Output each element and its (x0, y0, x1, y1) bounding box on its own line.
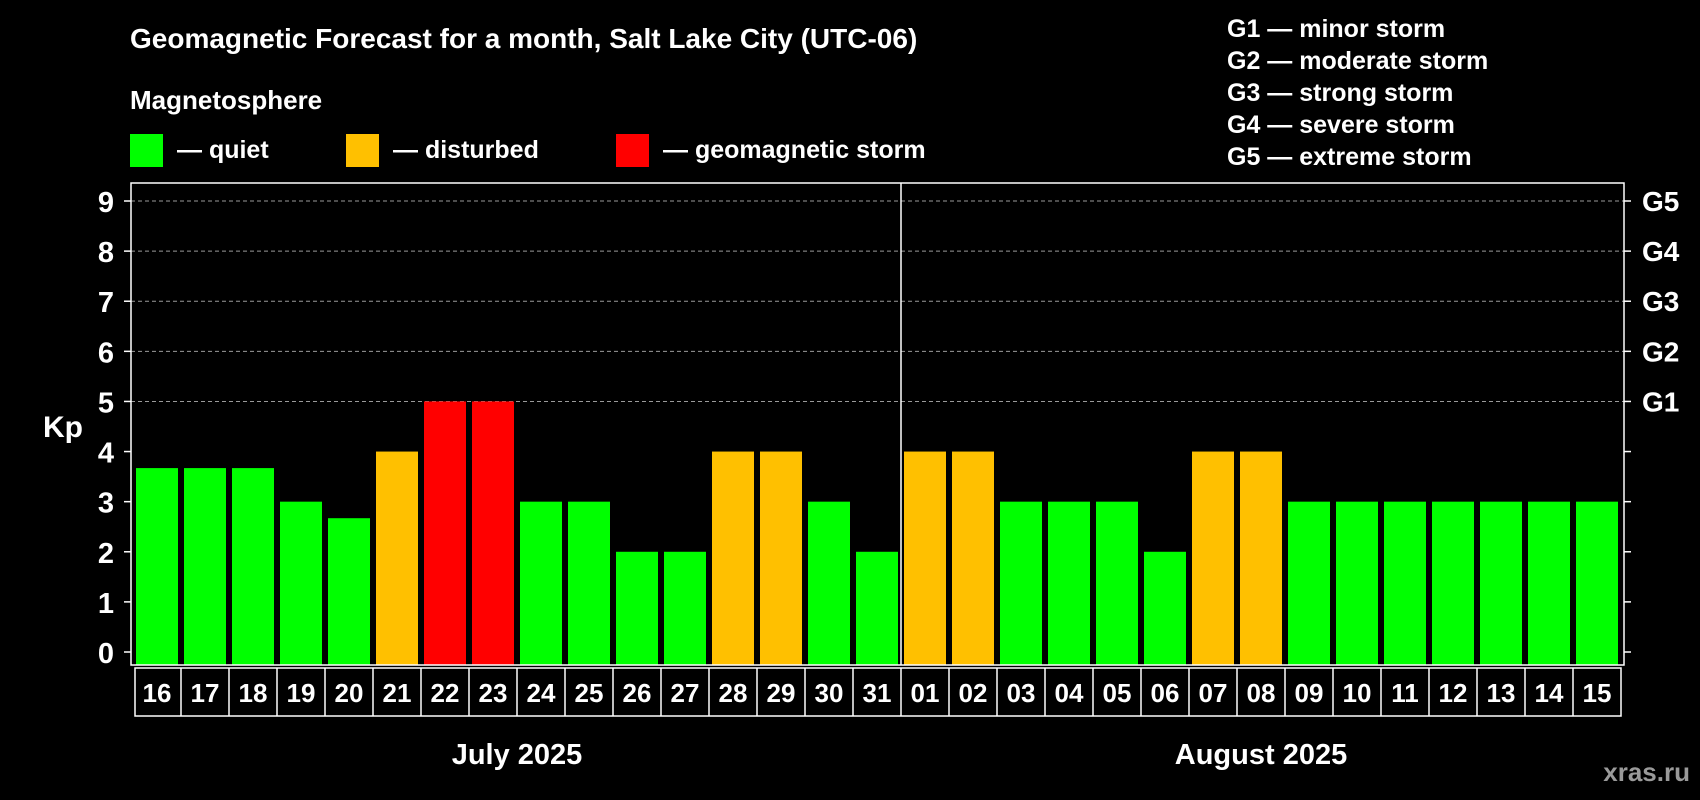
day-label-5: 21 (383, 678, 412, 708)
plot-frame (130, 182, 1625, 666)
y-tick-label-3: 3 (98, 488, 114, 520)
bar-27 (1432, 501, 1474, 665)
bar-28 (1480, 501, 1522, 665)
right-axis-label-G4: G4 (1642, 236, 1680, 267)
bar-17 (952, 451, 994, 665)
day-label-15: 31 (863, 678, 892, 708)
right-axis-label-G1: G1 (1642, 386, 1679, 417)
day-label-21: 06 (1151, 678, 1180, 708)
y-tick-label-4: 4 (98, 438, 114, 470)
day-label-13: 29 (767, 678, 796, 708)
y-tick-label-1: 1 (98, 588, 114, 620)
day-label-24: 09 (1295, 678, 1324, 708)
bar-3 (280, 501, 322, 665)
bar-8 (520, 501, 562, 665)
bar-18 (1000, 501, 1042, 665)
day-label-30: 15 (1583, 678, 1612, 708)
day-label-16: 01 (911, 678, 940, 708)
day-label-22: 07 (1199, 678, 1228, 708)
storm-scale-3: G3 — strong storm (1227, 79, 1453, 107)
day-label-18: 03 (1007, 678, 1036, 708)
day-label-4: 20 (335, 678, 364, 708)
day-label-11: 27 (671, 678, 700, 708)
bar-0 (136, 468, 178, 665)
y-tick-label-8: 8 (98, 237, 114, 269)
bar-21 (1144, 551, 1186, 665)
y-axis-label: Kp (43, 411, 83, 444)
chart-subtitle: Magnetosphere (130, 85, 322, 115)
day-label-3: 19 (287, 678, 316, 708)
bar-20 (1096, 501, 1138, 665)
day-label-8: 24 (527, 678, 556, 708)
y-tick-label-9: 9 (98, 187, 114, 219)
day-label-20: 05 (1103, 678, 1132, 708)
legend-swatch-2 (616, 134, 649, 167)
bar-24 (1288, 501, 1330, 665)
legend-swatch-1 (346, 134, 379, 167)
bar-26 (1384, 501, 1426, 665)
day-label-12: 28 (719, 678, 748, 708)
bar-4 (328, 518, 370, 665)
bar-19 (1048, 501, 1090, 665)
watermark: xras.ru (1603, 757, 1690, 787)
bar-1 (184, 468, 226, 665)
day-label-25: 10 (1343, 678, 1372, 708)
y-tick-label-2: 2 (98, 538, 114, 570)
day-label-1: 17 (191, 678, 220, 708)
right-axis-label-G5: G5 (1642, 186, 1679, 217)
bar-30 (1576, 501, 1618, 665)
bar-22 (1192, 451, 1234, 665)
bar-15 (856, 551, 898, 665)
legend-swatch-0 (130, 134, 163, 167)
storm-scale-1: G1 — minor storm (1227, 15, 1445, 43)
day-label-28: 13 (1487, 678, 1516, 708)
legend-label-2: — geomagnetic storm (663, 136, 926, 164)
bar-9 (568, 501, 610, 665)
bar-25 (1336, 501, 1378, 665)
day-label-14: 30 (815, 678, 844, 708)
bar-16 (904, 451, 946, 665)
month-label-0: July 2025 (452, 739, 583, 771)
right-axis-label-G2: G2 (1642, 336, 1679, 367)
storm-scale-4: G4 — severe storm (1227, 111, 1455, 139)
day-label-29: 14 (1535, 678, 1564, 708)
day-label-27: 12 (1439, 678, 1468, 708)
bar-2 (232, 468, 274, 665)
bar-14 (808, 501, 850, 665)
bar-23 (1240, 451, 1282, 665)
day-label-19: 04 (1055, 678, 1084, 708)
chart-title: Geomagnetic Forecast for a month, Salt L… (130, 23, 917, 54)
storm-scale-2: G2 — moderate storm (1227, 47, 1488, 75)
day-label-7: 23 (479, 678, 508, 708)
y-tick-label-6: 6 (98, 337, 114, 369)
day-label-10: 26 (623, 678, 652, 708)
bar-12 (712, 451, 754, 665)
bar-10 (616, 551, 658, 665)
bar-6 (424, 401, 466, 665)
day-label-23: 08 (1247, 678, 1276, 708)
bar-5 (376, 451, 418, 665)
bar-13 (760, 451, 802, 665)
day-label-9: 25 (575, 678, 604, 708)
legend-label-0: — quiet (177, 136, 269, 164)
right-axis-label-G3: G3 (1642, 286, 1679, 317)
day-label-26: 11 (1391, 678, 1419, 708)
day-label-2: 18 (239, 678, 268, 708)
bar-29 (1528, 501, 1570, 665)
storm-scale-5: G5 — extreme storm (1227, 143, 1472, 171)
y-tick-label-0: 0 (98, 638, 114, 670)
y-tick-label-5: 5 (98, 387, 114, 419)
day-label-6: 22 (431, 678, 460, 708)
legend-label-1: — disturbed (393, 136, 539, 164)
month-label-1: August 2025 (1175, 739, 1347, 771)
day-label-0: 16 (143, 678, 172, 708)
bar-11 (664, 551, 706, 665)
bar-7 (472, 401, 514, 665)
day-label-17: 02 (959, 678, 988, 708)
y-tick-label-7: 7 (98, 287, 114, 319)
day-label-frame (134, 667, 1622, 717)
